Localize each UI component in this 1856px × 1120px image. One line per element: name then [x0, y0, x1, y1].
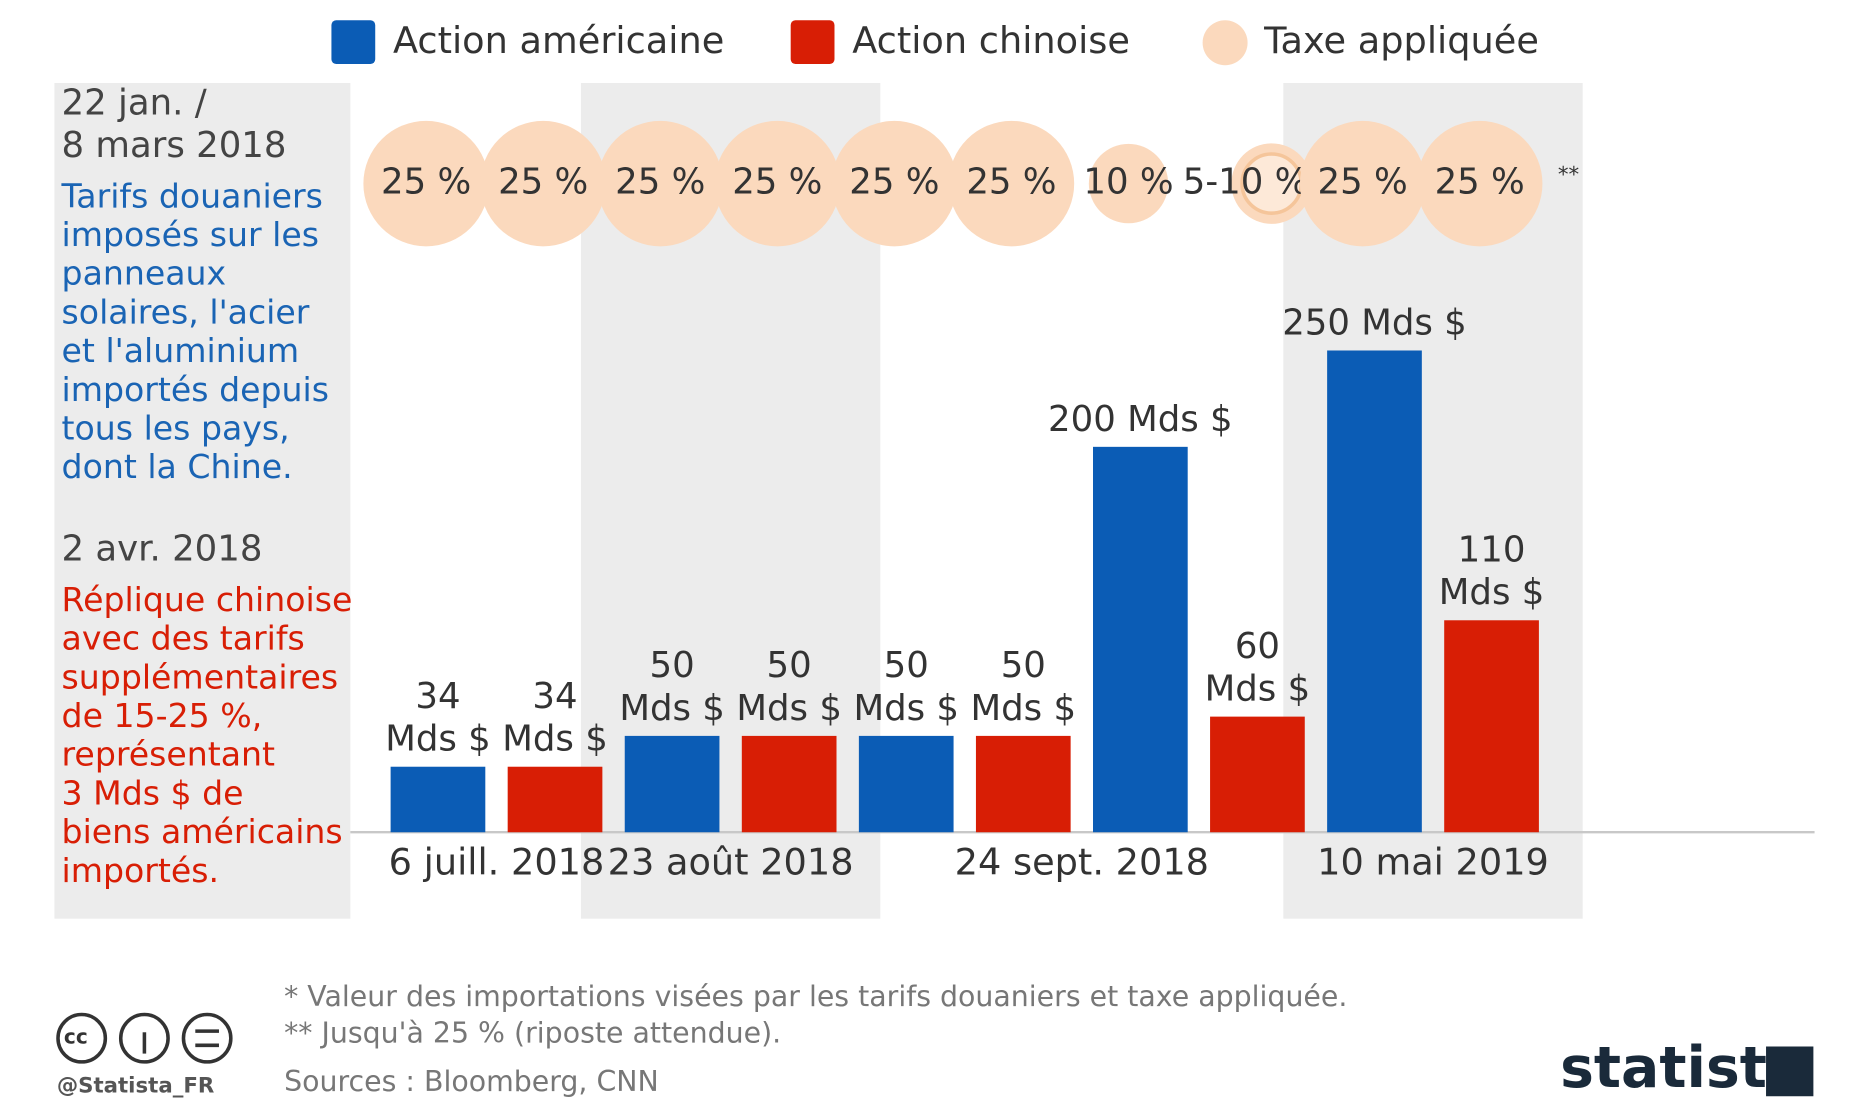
- cc-icon: [56, 1012, 108, 1064]
- bar: [507, 766, 603, 833]
- legend-swatch: [1202, 20, 1248, 66]
- side-text: imposés sur les: [62, 215, 319, 254]
- bar: [1210, 716, 1305, 833]
- tax-label: 10 %: [1083, 162, 1173, 203]
- x-tick-label: 10 mai 2019: [1317, 841, 1549, 884]
- side-text: tous les pays,: [62, 409, 290, 448]
- tax-circle: [480, 120, 606, 247]
- side-text: de 15-25 %,: [62, 696, 263, 735]
- value-label: Mds $: [736, 688, 842, 729]
- value-label: 50: [884, 645, 929, 686]
- bar: [1444, 620, 1539, 833]
- cc-icons: [56, 1012, 233, 1064]
- tax-circle: [1299, 120, 1426, 247]
- value-label: 50: [767, 645, 812, 686]
- bar: [1093, 446, 1188, 833]
- x-tick-label: 23 août 2018: [608, 841, 854, 884]
- side-text: importés.: [62, 851, 220, 890]
- side-text: dont la Chine.: [62, 447, 293, 486]
- value-label: Mds $: [971, 688, 1077, 729]
- value-label: Mds $: [502, 719, 608, 760]
- value-label: Mds $: [853, 688, 959, 729]
- bar: [858, 735, 954, 833]
- side-text: solaires, l'acier: [62, 292, 310, 331]
- value-label: 110: [1458, 530, 1526, 571]
- side-date: 2 avr. 2018: [62, 529, 263, 570]
- tax-label: 25 %: [966, 162, 1056, 203]
- value-label: 60: [1235, 626, 1280, 667]
- side-date: 22 jan. /: [62, 82, 207, 123]
- side-text: panneaux: [62, 254, 227, 293]
- tax-circle: [1416, 120, 1543, 247]
- value-label: 34: [415, 676, 460, 717]
- tax-circle: [597, 120, 723, 247]
- side-text: Tarifs douaniers: [61, 176, 323, 215]
- handle: @Statista_FR: [57, 1074, 215, 1099]
- tax-circle: [1088, 143, 1169, 224]
- tax-label: 25 %: [1435, 162, 1525, 203]
- side-text: et l'aluminium: [62, 331, 300, 370]
- tax-note: **: [1558, 162, 1580, 187]
- tax-label: 5-10 %: [1183, 162, 1309, 203]
- value-label: 50: [649, 645, 694, 686]
- bar: [624, 735, 720, 833]
- legend-swatch: [331, 20, 376, 65]
- value-label: Mds $: [385, 719, 491, 760]
- value-label: 200 Mds $: [1048, 399, 1233, 440]
- side-text: représentant: [62, 735, 275, 774]
- x-tick-label: 24 sept. 2018: [955, 841, 1209, 884]
- tax-circle: [714, 120, 841, 247]
- brand: statista: [1560, 1035, 1805, 1101]
- value-label: Mds $: [1439, 572, 1545, 613]
- side-text: 3 Mds $ de: [62, 773, 244, 812]
- side-text: avec des tarifs: [62, 619, 305, 658]
- legend-label: Taxe appliquée: [1263, 19, 1539, 62]
- cc-text: cc: [64, 1025, 88, 1049]
- tax-label: 25 %: [1318, 162, 1408, 203]
- bar: [1327, 350, 1422, 833]
- source: Sources : Bloomberg, CNN: [284, 1065, 659, 1098]
- tax-label: 25 %: [732, 162, 822, 203]
- footnote: * Valeur des importations visées par les…: [284, 980, 1347, 1013]
- side-text: biens américains: [62, 812, 343, 851]
- side-text: supplémentaires: [62, 657, 339, 696]
- value-label: 34: [532, 676, 577, 717]
- value-label: Mds $: [619, 688, 725, 729]
- tax-circle: [948, 120, 1075, 247]
- nd-icon: [181, 1012, 233, 1064]
- tax-label: 25 %: [849, 162, 939, 203]
- value-label: Mds $: [1205, 669, 1311, 710]
- tax-circle: [831, 120, 958, 247]
- legend-label: Action américaine: [393, 19, 724, 62]
- legend-swatch: [790, 20, 835, 65]
- tax-label: 25 %: [498, 162, 588, 203]
- tax-label: 25 %: [615, 162, 705, 203]
- legend-label: Action chinoise: [852, 19, 1130, 62]
- bar: [741, 735, 837, 833]
- tax-label: 25 %: [381, 162, 471, 203]
- tax-circle: [363, 120, 489, 247]
- footnote: ** Jusqu'à 25 % (riposte attendue).: [284, 1017, 781, 1050]
- value-label: 250 Mds $: [1282, 302, 1467, 343]
- side-text: Réplique chinoise: [62, 580, 353, 619]
- x-tick-label: 6 juill. 2018: [389, 841, 605, 884]
- side-date: 8 mars 2018: [62, 125, 287, 166]
- bar: [390, 766, 486, 833]
- by-icon: [118, 1012, 170, 1064]
- side-panel: [54, 82, 351, 919]
- side-text: importés depuis: [62, 370, 329, 409]
- brand-logo: [1766, 1046, 1814, 1097]
- bar: [975, 735, 1071, 833]
- value-label: 50: [1001, 645, 1046, 686]
